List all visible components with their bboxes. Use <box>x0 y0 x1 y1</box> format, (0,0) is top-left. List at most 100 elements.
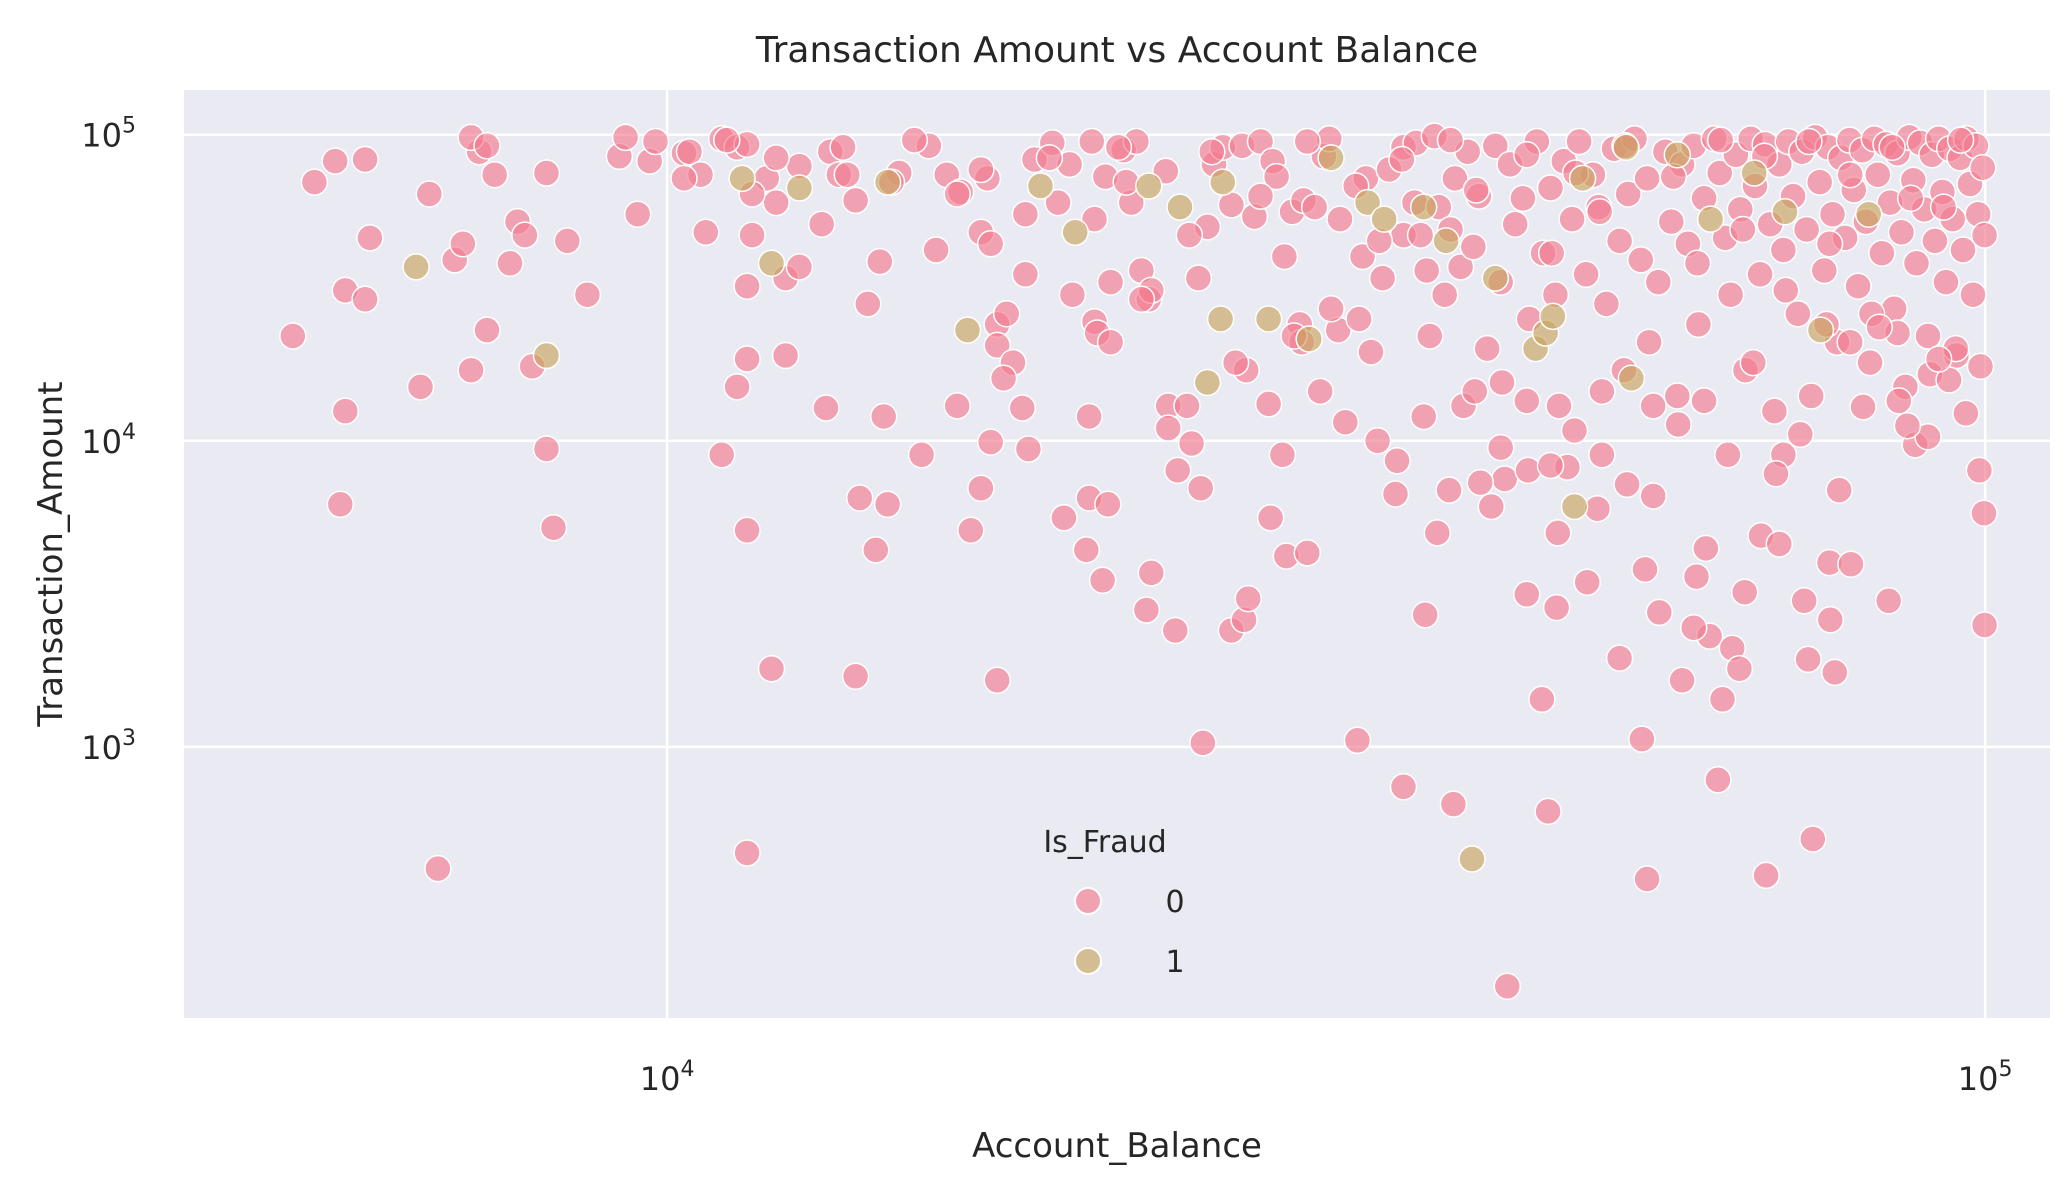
data-point-1-20 <box>1432 227 1460 255</box>
data-point-1-13 <box>1209 168 1237 196</box>
data-point-1-11 <box>1193 368 1222 397</box>
data-point-0-319 <box>1050 504 1078 532</box>
data-point-0-412 <box>1254 390 1283 418</box>
data-point-0-320 <box>1088 566 1117 595</box>
data-point-0-281 <box>1198 137 1226 166</box>
data-point-0-161 <box>1605 227 1634 255</box>
data-point-0-322 <box>1132 596 1161 624</box>
data-point-0-168 <box>1644 268 1673 296</box>
data-point-0-296 <box>854 290 882 318</box>
data-point-0-11 <box>424 854 452 883</box>
data-point-0-409 <box>1331 408 1360 436</box>
data-point-0-159 <box>1592 290 1621 318</box>
data-point-0-335 <box>1439 790 1468 818</box>
data-point-0-294 <box>900 126 929 154</box>
data-point-0-340 <box>1513 580 1541 609</box>
data-point-1-15 <box>1295 325 1323 353</box>
data-point-0-66 <box>992 300 1021 328</box>
data-point-0-203 <box>1818 200 1847 228</box>
data-point-0-285 <box>1104 133 1133 162</box>
y-tick-label-1: 104 <box>81 420 136 461</box>
data-point-0-339 <box>1493 972 1522 1001</box>
data-point-0-150 <box>1536 174 1565 202</box>
data-point-0-108 <box>1268 441 1297 469</box>
data-point-0-166 <box>1633 164 1661 193</box>
data-point-0-385 <box>1893 411 1922 440</box>
data-point-0-63 <box>976 230 1005 258</box>
data-point-0-261 <box>1683 249 1712 278</box>
data-point-0-337 <box>1466 468 1495 497</box>
data-point-0-96 <box>1186 474 1215 502</box>
data-point-0-232 <box>1932 268 1960 296</box>
data-point-0-39 <box>723 373 751 401</box>
legend-title: Is_Fraud <box>1043 825 1166 860</box>
data-point-0-93 <box>1163 456 1192 485</box>
data-point-0-407 <box>1383 447 1411 475</box>
data-point-0-81 <box>1094 490 1122 519</box>
data-point-1-2 <box>728 164 756 193</box>
data-point-0-215 <box>1868 239 1896 267</box>
data-point-0-72 <box>1044 188 1072 217</box>
data-point-0-259 <box>1729 215 1757 244</box>
data-point-0-5 <box>326 490 355 519</box>
data-point-0-268 <box>1513 141 1541 169</box>
data-point-1-34 <box>1806 316 1835 344</box>
data-point-0-384 <box>1924 345 1953 373</box>
data-point-0-310 <box>812 394 840 422</box>
data-point-0-387 <box>1865 313 1893 341</box>
data-point-0-107 <box>1262 162 1291 191</box>
data-point-0-14 <box>457 356 485 384</box>
data-point-0-284 <box>1127 285 1156 314</box>
data-point-0-83 <box>1096 328 1125 356</box>
data-point-0-138 <box>1459 233 1488 261</box>
data-point-0-396 <box>1664 410 1692 439</box>
data-point-0-404 <box>1461 377 1489 406</box>
data-point-0-392 <box>1762 460 1790 488</box>
data-point-0-209 <box>1844 272 1872 300</box>
data-point-0-200 <box>1805 168 1834 196</box>
x-tick-label-1: 105 <box>1958 1057 2013 1098</box>
data-point-1-5 <box>873 168 902 196</box>
data-point-0-389 <box>1836 328 1864 356</box>
data-point-0-129 <box>1406 221 1435 249</box>
data-point-0-267 <box>1537 239 1566 267</box>
data-point-1-14 <box>1254 305 1283 333</box>
data-point-0-197 <box>1792 215 1821 244</box>
data-point-0-312 <box>873 490 902 519</box>
data-point-0-343 <box>1534 797 1562 826</box>
data-point-0-368 <box>1790 587 1818 615</box>
data-point-0-22 <box>496 249 524 278</box>
data-point-0-406 <box>1409 402 1438 431</box>
data-point-0-408 <box>1357 338 1385 366</box>
data-point-0-170 <box>1657 207 1686 236</box>
data-point-1-16 <box>1317 144 1345 172</box>
data-point-0-278 <box>1270 242 1299 271</box>
data-point-0-304 <box>670 164 698 193</box>
data-point-1-6 <box>953 316 982 344</box>
data-point-0-179 <box>1705 159 1734 187</box>
data-point-1-30 <box>1663 141 1692 169</box>
data-point-0-19 <box>473 316 501 344</box>
data-point-0-345 <box>1542 593 1571 622</box>
legend: Is_Fraud 0 1 <box>1043 825 1184 980</box>
data-point-0-68 <box>1008 394 1037 422</box>
data-point-0-309 <box>841 662 870 691</box>
data-point-0-298 <box>807 210 836 238</box>
data-point-0-373 <box>1821 658 1849 687</box>
data-point-0-27 <box>553 227 582 255</box>
y-axis-ticks: 103 104 105 <box>81 114 136 767</box>
data-point-0-201 <box>1810 256 1839 285</box>
data-point-0-280 <box>1221 348 1250 377</box>
data-point-0-54 <box>866 247 894 276</box>
data-point-0-17 <box>473 132 501 160</box>
data-point-0-362 <box>1725 654 1754 683</box>
data-point-0-240 <box>1959 280 1987 309</box>
data-point-1-22 <box>1481 264 1510 292</box>
data-point-0-8 <box>351 285 379 314</box>
data-point-0-136 <box>1446 253 1475 281</box>
data-point-0-403 <box>1486 433 1515 462</box>
data-point-1-7 <box>1026 172 1055 200</box>
data-point-0-13 <box>449 230 477 258</box>
data-point-0-56 <box>907 441 936 469</box>
data-point-0-248 <box>1946 126 1975 154</box>
